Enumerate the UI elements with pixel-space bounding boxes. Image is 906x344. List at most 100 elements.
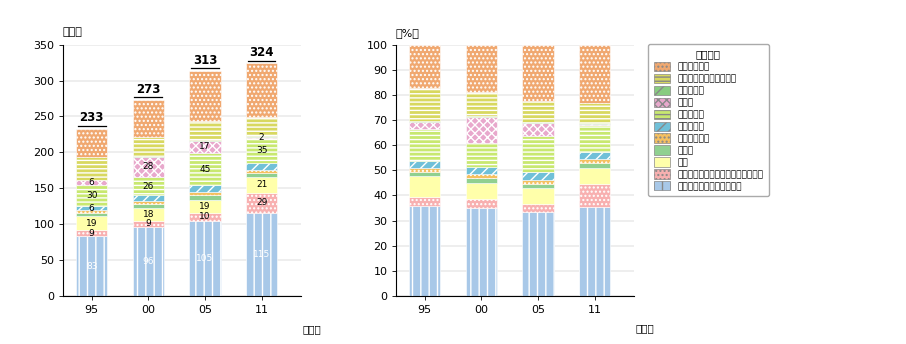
Bar <box>189 153 220 185</box>
Text: 105: 105 <box>197 254 214 263</box>
Text: 83: 83 <box>86 261 98 271</box>
Bar <box>133 201 164 204</box>
Bar <box>579 45 610 103</box>
Bar <box>76 180 107 185</box>
Bar <box>410 122 440 129</box>
Bar <box>523 183 554 188</box>
Bar <box>466 143 496 167</box>
Text: 30: 30 <box>86 191 98 200</box>
Bar <box>189 185 220 192</box>
Bar <box>410 88 440 121</box>
Bar <box>523 172 554 180</box>
Bar <box>76 213 107 216</box>
Text: 273: 273 <box>136 83 160 96</box>
Text: 19: 19 <box>199 202 211 211</box>
Bar <box>579 103 610 123</box>
Bar <box>410 197 440 206</box>
Bar <box>410 45 440 88</box>
Bar <box>466 45 496 92</box>
Text: 6: 6 <box>89 178 94 187</box>
Bar <box>133 207 164 221</box>
Bar <box>466 117 496 143</box>
Bar <box>189 221 220 296</box>
Bar <box>579 159 610 163</box>
Text: 9: 9 <box>146 219 151 228</box>
Text: 324: 324 <box>249 46 274 59</box>
Bar <box>133 100 164 137</box>
Bar <box>133 227 164 296</box>
Bar <box>246 178 277 193</box>
Bar <box>579 125 610 152</box>
Text: 18: 18 <box>142 209 154 218</box>
Text: 21: 21 <box>255 181 267 190</box>
Bar <box>246 136 277 137</box>
Bar <box>189 195 220 200</box>
Text: 6: 6 <box>89 204 94 213</box>
Bar <box>133 137 164 156</box>
Bar <box>466 178 496 183</box>
Text: （万）: （万） <box>63 28 82 37</box>
Bar <box>76 206 107 211</box>
Text: 233: 233 <box>80 111 104 125</box>
Bar <box>410 121 440 122</box>
Bar <box>76 236 107 296</box>
Bar <box>189 141 220 153</box>
Bar <box>410 206 440 296</box>
Text: 28: 28 <box>142 162 154 171</box>
Text: 29: 29 <box>255 198 267 207</box>
Bar <box>76 185 107 206</box>
Bar <box>466 92 496 117</box>
Bar <box>133 204 164 207</box>
Bar <box>579 123 610 124</box>
Bar <box>76 157 107 180</box>
Bar <box>246 173 277 178</box>
Bar <box>246 193 277 213</box>
Bar <box>466 174 496 178</box>
Bar <box>76 211 107 213</box>
Bar <box>189 192 220 195</box>
Text: 313: 313 <box>193 54 217 67</box>
Bar <box>246 63 277 117</box>
Text: 115: 115 <box>253 250 270 259</box>
Bar <box>246 170 277 173</box>
Bar <box>410 172 440 176</box>
Bar <box>189 121 220 140</box>
Text: （%）: （%） <box>395 28 419 38</box>
Bar <box>189 213 220 221</box>
Bar <box>579 124 610 125</box>
Bar <box>410 129 440 161</box>
Legend: その他職種計, その他の保健医療従事者, 情報通信職, 調理人, 一般事務員, 歯科衛生士, 臨床検査技師, 薬剤師, 医師, 介護職員（治療施設、福祉施設等）: その他職種計, その他の保健医療従事者, 情報通信職, 調理人, 一般事務員, … <box>648 44 768 196</box>
Bar <box>133 195 164 201</box>
Bar <box>133 221 164 227</box>
Bar <box>579 152 610 159</box>
Bar <box>189 200 220 213</box>
Bar <box>523 204 554 212</box>
Bar <box>133 157 164 177</box>
Bar <box>133 177 164 195</box>
Bar <box>246 117 277 136</box>
Bar <box>466 167 496 174</box>
Text: 17: 17 <box>199 142 211 151</box>
Bar <box>466 183 496 199</box>
Bar <box>76 216 107 230</box>
Text: （年）: （年） <box>635 323 654 333</box>
Bar <box>523 136 554 172</box>
Text: 2: 2 <box>259 133 265 142</box>
Bar <box>466 199 496 207</box>
Bar <box>523 180 554 183</box>
Text: 19: 19 <box>86 218 98 227</box>
Bar <box>410 168 440 172</box>
Bar <box>579 168 610 184</box>
Bar <box>579 184 610 207</box>
Bar <box>246 163 277 170</box>
Bar <box>246 213 277 296</box>
Text: 26: 26 <box>142 182 154 191</box>
Bar <box>76 230 107 236</box>
Bar <box>523 122 554 136</box>
Bar <box>189 71 220 121</box>
Bar <box>246 138 277 163</box>
Text: （年）: （年） <box>303 324 321 334</box>
Bar <box>523 212 554 296</box>
Bar <box>189 140 220 141</box>
Text: 45: 45 <box>199 165 211 174</box>
